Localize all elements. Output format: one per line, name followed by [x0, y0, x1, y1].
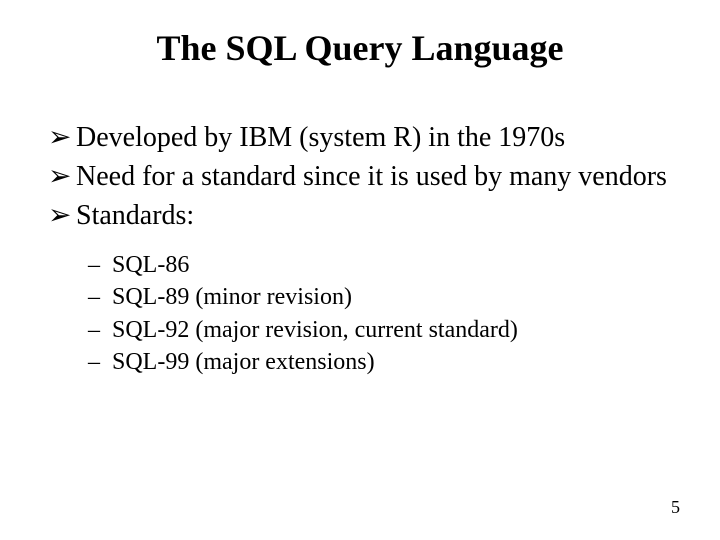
- slide: The SQL Query Language ➢ Developed by IB…: [0, 0, 720, 540]
- list-item-text: SQL-86: [112, 249, 672, 281]
- list-item-text: Need for a standard since it is used by …: [76, 159, 672, 194]
- list-item: – SQL-86: [88, 249, 672, 281]
- list-item-text: SQL-99 (major extensions): [112, 346, 672, 378]
- arrow-bullet-icon: ➢: [48, 198, 76, 233]
- page-number: 5: [671, 497, 680, 518]
- list-item: – SQL-92 (major revision, current standa…: [88, 314, 672, 346]
- list-item: – SQL-99 (major extensions): [88, 346, 672, 378]
- slide-body: ➢ Developed by IBM (system R) in the 197…: [48, 120, 672, 379]
- list-item: ➢ Need for a standard since it is used b…: [48, 159, 672, 194]
- arrow-bullet-icon: ➢: [48, 120, 76, 155]
- list-item-text: SQL-92 (major revision, current standard…: [112, 314, 672, 346]
- list-item-text: SQL-89 (minor revision): [112, 281, 672, 313]
- dash-bullet-icon: –: [88, 346, 112, 378]
- arrow-bullet-icon: ➢: [48, 159, 76, 194]
- list-item: – SQL-89 (minor revision): [88, 281, 672, 313]
- dash-bullet-icon: –: [88, 249, 112, 281]
- slide-title: The SQL Query Language: [0, 28, 720, 69]
- list-item-text: Developed by IBM (system R) in the 1970s: [76, 120, 672, 155]
- sub-list: – SQL-86 – SQL-89 (minor revision) – SQL…: [88, 249, 672, 379]
- list-item: ➢ Developed by IBM (system R) in the 197…: [48, 120, 672, 155]
- dash-bullet-icon: –: [88, 281, 112, 313]
- dash-bullet-icon: –: [88, 314, 112, 346]
- list-item-text: Standards:: [76, 198, 672, 233]
- list-item: ➢ Standards:: [48, 198, 672, 233]
